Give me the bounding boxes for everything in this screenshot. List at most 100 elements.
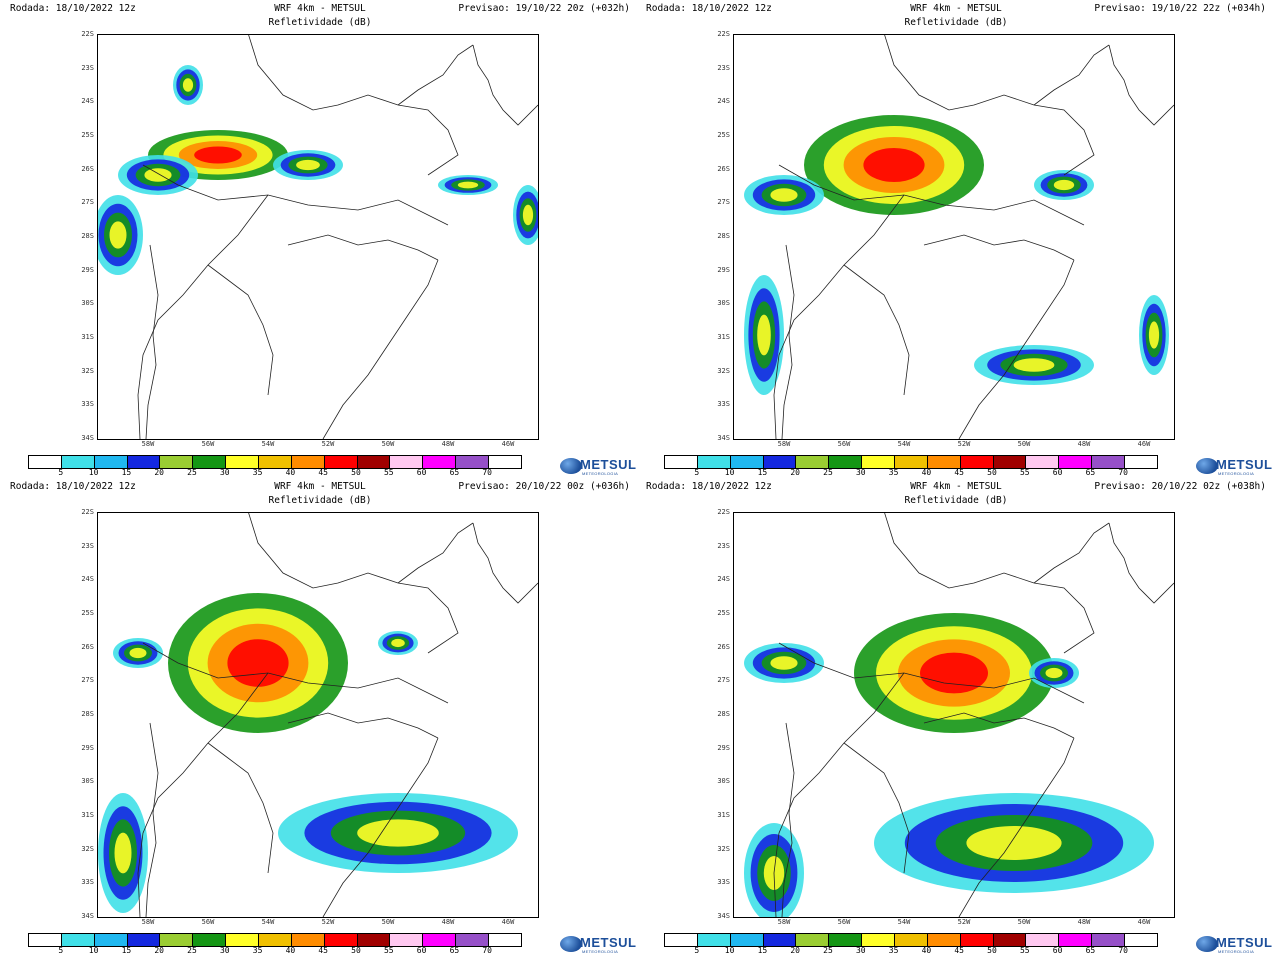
map-canvas (98, 513, 538, 917)
latitude-label: 26S (717, 164, 730, 173)
latitude-label: 33S (81, 878, 94, 887)
colorbar-tick-label: 35 (888, 468, 899, 477)
map-canvas (98, 35, 538, 439)
colorbar-cell (665, 934, 698, 946)
colorbar-cell (763, 934, 797, 946)
colorbar-cell (489, 934, 521, 946)
colorbar-tick-label: 70 (1118, 468, 1128, 477)
colorbar-cell (357, 934, 391, 946)
reflectivity-cell (757, 314, 771, 356)
reflectivity-cell (227, 639, 289, 687)
colorbar-tick-label: 45 (954, 468, 964, 477)
colorbar-cell (390, 456, 424, 468)
latitude-label: 27S (81, 198, 94, 207)
latitude-label: 34S (81, 434, 94, 442)
reflectivity-map (97, 34, 539, 440)
colorbar-tick-label: 55 (383, 468, 394, 477)
colorbar-cell (489, 456, 521, 468)
colorbar-tick-label: 55 (1019, 946, 1030, 955)
latitude-label: 24S (81, 575, 94, 584)
reflectivity-cell (194, 146, 242, 164)
colorbar-tick-label: 25 (187, 946, 197, 955)
longitude-label: 52W (321, 440, 335, 448)
colorbar-cell (1125, 934, 1157, 946)
border-line (1033, 44, 1110, 106)
colorbar-cell (862, 456, 896, 468)
colorbar-tick-label: 50 (351, 946, 361, 955)
forecast-panel-038h: Rodada: 18/10/2022 12z WRF 4km - METSUL … (636, 478, 1276, 962)
border-line (322, 259, 439, 439)
colorbar-cell (324, 456, 358, 468)
latitude-label: 24S (81, 97, 94, 106)
longitude-label: 48W (441, 440, 455, 448)
longitude-label: 48W (1077, 918, 1091, 926)
panel-subtitle: Refletividade (dB) (904, 17, 1008, 28)
reflectivity-cell (182, 78, 194, 92)
colorbar-cell (993, 934, 1027, 946)
latitude-label: 26S (717, 642, 730, 651)
latitude-label: 22S (81, 30, 94, 38)
latitude-label: 32S (81, 844, 94, 853)
logo-subtext: METEOROLOGIA (582, 949, 619, 954)
colorbar-cell (796, 934, 830, 946)
colorbar (664, 455, 1158, 469)
longitude-label: 50W (1017, 918, 1031, 926)
colorbar-cell (1026, 934, 1060, 946)
logo-text: METSUL (580, 457, 637, 472)
reflectivity-cell (1013, 358, 1055, 372)
latitude-label: 23S (717, 541, 730, 550)
map-canvas (744, 35, 1174, 439)
colorbar-cell (697, 934, 731, 946)
forecast-panel-034h: Rodada: 18/10/2022 12z WRF 4km - METSUL … (636, 0, 1276, 484)
colorbar-tick-label: 50 (987, 946, 997, 955)
forecast-panel-032h: Rodada: 18/10/2022 12z WRF 4km - METSUL … (0, 0, 640, 484)
run-label: Rodada: 18/10/2022 12z (10, 481, 136, 492)
border-line (142, 164, 449, 226)
reflectivity-cell (357, 819, 439, 847)
reflectivity-cell (770, 656, 798, 670)
colorbar-cell (927, 456, 961, 468)
longitude-label: 52W (957, 918, 971, 926)
colorbar-tick-label: 25 (823, 468, 833, 477)
colorbar-tick-label: 65 (449, 468, 460, 477)
longitude-label: 48W (1077, 440, 1091, 448)
latitude-label: 33S (81, 400, 94, 409)
border-line (472, 44, 538, 126)
reflectivity-cell (1148, 321, 1160, 349)
latitude-label: 24S (717, 575, 730, 584)
colorbar-cell (960, 456, 994, 468)
longitude-label: 46W (1137, 440, 1151, 448)
colorbar-tick-label: 35 (252, 946, 263, 955)
longitude-label: 56W (201, 918, 215, 926)
metsul-logo: METSUL METEOROLOGIA (560, 456, 640, 478)
latitude-label: 29S (81, 265, 94, 274)
colorbar-cell (259, 456, 292, 468)
colorbar-tick-label: 60 (1052, 468, 1063, 477)
colorbar-cell (730, 456, 764, 468)
colorbar-tick-label: 40 (285, 946, 296, 955)
colorbar-cell (423, 456, 457, 468)
colorbar-cell (895, 456, 928, 468)
colorbar-tick-label: 20 (790, 946, 800, 955)
latitude-label: 28S (717, 710, 730, 718)
run-label: Rodada: 18/10/2022 12z (646, 3, 772, 14)
latitude-label: 22S (81, 508, 94, 516)
longitude-label: 54W (897, 440, 911, 448)
metsul-logo: METSUL METEOROLOGIA (1196, 456, 1276, 478)
latitude-label: 34S (81, 912, 94, 920)
border-line (137, 194, 269, 439)
reflectivity-cell (522, 204, 534, 226)
logo-text: METSUL (580, 935, 637, 950)
colorbar-tick-label: 25 (187, 468, 197, 477)
colorbar-cell (94, 934, 128, 946)
latitude-label: 23S (81, 541, 94, 550)
colorbar-cell (1026, 456, 1060, 468)
longitude-label: 46W (1137, 918, 1151, 926)
latitude-label: 29S (717, 743, 730, 752)
colorbar-tick-label: 15 (121, 946, 132, 955)
reflectivity-map (733, 512, 1175, 918)
colorbar-cell (895, 934, 928, 946)
colorbar (664, 933, 1158, 947)
border-line (207, 264, 274, 396)
latitude-label: 25S (717, 131, 730, 139)
